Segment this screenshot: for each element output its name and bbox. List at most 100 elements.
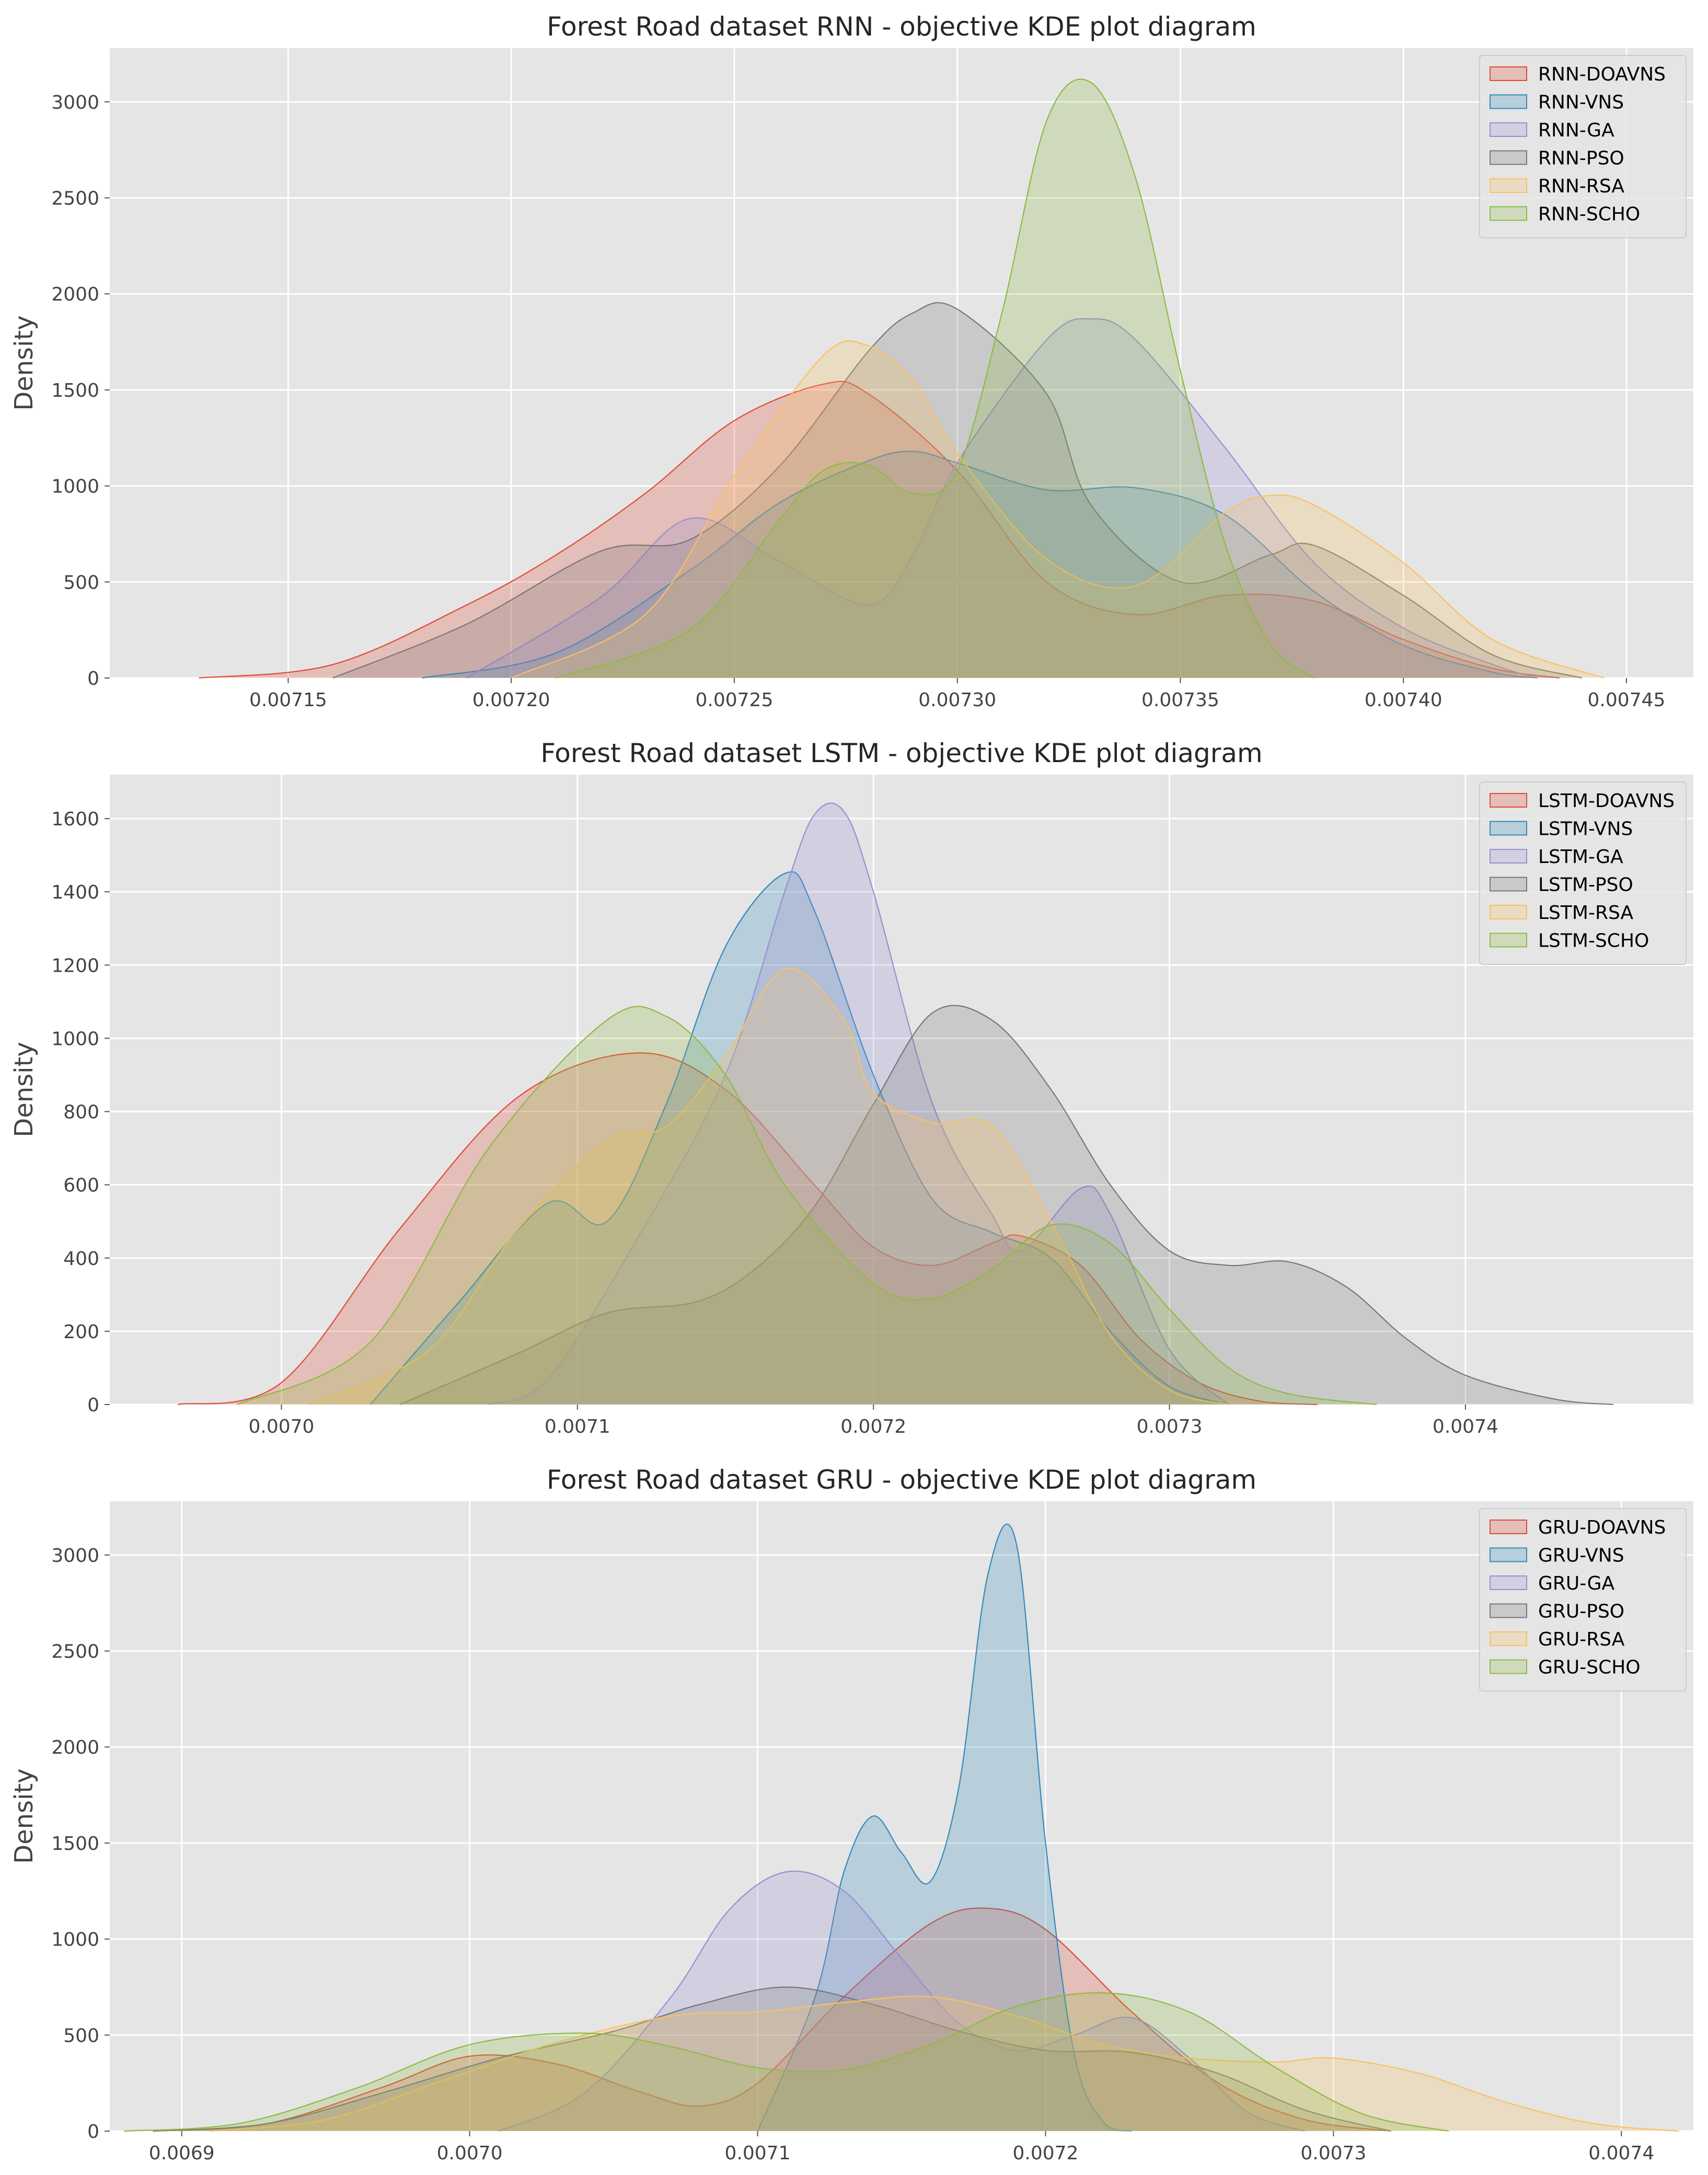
rnn-y-tick-label: 3000 [51, 92, 99, 113]
gru-rsa-legend-swatch [1490, 1631, 1527, 1646]
gru-y-tick-label: 2000 [51, 1737, 99, 1758]
lstm-y-tick-label: 0 [87, 1395, 99, 1416]
lstm-grid [110, 775, 1693, 1406]
gru-ga-kde-area [498, 1871, 1305, 2131]
lstm-vns-kde-area [370, 871, 1229, 1405]
gru-y-tick-label: 3000 [51, 1545, 99, 1567]
lstm-scho-kde-line [237, 1006, 1377, 1406]
rnn-y-tick-label: 1000 [51, 476, 99, 498]
gru-scho-legend-label: GRU-SCHO [1538, 1657, 1641, 1678]
rnn-x-tick-label: 0.00725 [695, 689, 773, 711]
gru-vns-legend-swatch [1490, 1547, 1527, 1562]
gru-doavns-legend-swatch [1490, 1520, 1527, 1534]
lstm-pso-kde-line [399, 1005, 1614, 1406]
rnn-y-tick-label: 1500 [51, 380, 99, 401]
rnn-kde-panel: 0.00715 0.00720 0.00725 0.00730 0.00735 0.007… [9, 11, 1693, 711]
lstm-legend-box [1479, 781, 1687, 965]
lstm-x-tick-label: 0.0072 [840, 1416, 906, 1437]
lstm-y-tick-label: 1000 [51, 1028, 99, 1050]
lstm-vns-legend-swatch [1490, 821, 1527, 836]
gru-x-tick-label: 0.0069 [149, 2143, 215, 2164]
lstm-x-tick-label: 0.0074 [1433, 1416, 1498, 1437]
gru-pso-kde-area [153, 1987, 1391, 2131]
rnn-rsa-kde-area [511, 341, 1605, 678]
rnn-scho-legend-label: RNN-SCHO [1538, 204, 1640, 225]
lstm-doavns-legend-label: LSTM-DOAVNS [1538, 790, 1675, 812]
rnn-scho-kde-line [556, 78, 1315, 679]
gru-vns-kde-line [757, 1523, 1133, 2132]
lstm-vns-kde-line [370, 871, 1229, 1406]
lstm-doavns-kde-line [178, 1052, 1318, 1406]
lstm-vns-legend-label: LSTM-VNS [1538, 819, 1633, 840]
rnn-y-tick-label: 2000 [51, 284, 99, 305]
lstm-doavns-legend-swatch [1490, 793, 1527, 808]
lstm-doavns-kde-area [178, 1053, 1318, 1405]
rnn-y-tick-label: 500 [63, 572, 99, 593]
lstm-x-tick-label: 0.0071 [545, 1416, 610, 1437]
gru-scho-kde-line [124, 1992, 1449, 2132]
gru-ga-kde-line [498, 1870, 1305, 2132]
rnn-vns-legend-label: RNN-VNS [1538, 92, 1624, 113]
rnn-doavns-kde-area [199, 381, 1560, 678]
lstm-y-tick-label: 1200 [51, 955, 99, 976]
gru-scho-legend-swatch [1490, 1659, 1527, 1674]
rnn-doavns-kde-line [199, 381, 1560, 679]
gru-rsa-kde-area [210, 1996, 1679, 2131]
rnn-x-tick-label: 0.00720 [472, 689, 550, 711]
rnn-x-tick-label: 0.00730 [918, 689, 996, 711]
lstm-chart-title: Forest Road dataset LSTM - objective KDE… [540, 738, 1262, 768]
lstm-rsa-kde-line [310, 967, 1229, 1406]
lstm-rsa-legend-swatch [1490, 905, 1527, 919]
lstm-pso-legend-swatch [1490, 877, 1527, 892]
lstm-pso-kde-area [400, 1005, 1614, 1405]
rnn-legend: RNN-DOAVNS RNN-VNS RNN-GA RNN-PSO RNN-RSA RNN… [1479, 55, 1687, 238]
gru-grid [110, 1501, 1693, 2132]
gru-vns-legend-label: GRU-VNS [1538, 1545, 1624, 1567]
rnn-ga-kde-line [466, 318, 1538, 679]
lstm-ga-kde-line [488, 802, 1229, 1406]
lstm-y-tick-label: 1400 [51, 882, 99, 903]
lstm-x-tick-label: 0.0070 [249, 1416, 315, 1437]
gru-doavns-kde-line [153, 1907, 1391, 2132]
lstm-pso-legend-label: LSTM-PSO [1538, 874, 1633, 896]
gru-x-tick-label: 0.0072 [1012, 2143, 1078, 2164]
rnn-scho-legend-swatch [1490, 206, 1527, 221]
gru-x-tick-label: 0.0073 [1300, 2143, 1366, 2164]
rnn-pso-legend-label: RNN-PSO [1538, 148, 1624, 169]
rnn-chart-title: Forest Road dataset RNN - objective KDE … [547, 11, 1256, 42]
gru-plot-area [110, 1501, 1693, 2131]
rnn-plot-area [110, 48, 1693, 678]
lstm-scho-legend-swatch [1490, 933, 1527, 948]
gru-scho-kde-area [124, 1993, 1449, 2131]
gru-ga-legend-label: GRU-GA [1538, 1573, 1614, 1594]
lstm-legend: LSTM-DOAVNS LSTM-VNS LSTM-GA LSTM-PSO LSTM-R… [1479, 781, 1687, 965]
gru-y-tick-label: 1000 [51, 1929, 99, 1951]
lstm-y-tick-label: 400 [63, 1248, 99, 1270]
gru-y-tick-label: 500 [63, 2025, 99, 2046]
gru-legend-box [1479, 1508, 1687, 1691]
lstm-x-tick-label: 0.0073 [1137, 1416, 1203, 1437]
gru-rsa-legend-label: GRU-RSA [1538, 1629, 1625, 1650]
lstm-ga-kde-area [488, 803, 1229, 1405]
gru-x-tick-label: 0.0070 [437, 2143, 503, 2164]
lstm-ga-legend-label: LSTM-GA [1538, 846, 1623, 868]
rnn-legend-box [1479, 55, 1687, 238]
rnn-scho-kde-area [556, 79, 1314, 678]
gru-rsa-kde-line [210, 1995, 1679, 2132]
rnn-x-tick-label: 0.00715 [249, 689, 327, 711]
gru-doavns-legend-label: GRU-DOAVNS [1538, 1517, 1666, 1538]
rnn-x-tick-label: 0.00735 [1141, 689, 1219, 711]
gru-x-tick-label: 0.0074 [1588, 2143, 1654, 2164]
rnn-vns-legend-swatch [1490, 94, 1527, 109]
lstm-ga-legend-swatch [1490, 849, 1527, 864]
rnn-x-tick-label: 0.00740 [1365, 689, 1442, 711]
gru-doavns-kde-area [153, 1908, 1391, 2131]
gru-pso-legend-swatch [1490, 1603, 1527, 1618]
rnn-pso-legend-swatch [1490, 150, 1527, 165]
gru-y-tick-label: 0 [87, 2121, 99, 2143]
rnn-ga-legend-swatch [1490, 122, 1527, 137]
gru-pso-kde-line [153, 1986, 1391, 2132]
gru-y-tick-label: 1500 [51, 1833, 99, 1855]
gru-legend: GRU-DOAVNS GRU-VNS GRU-GA GRU-PSO GRU-RSA GRU… [1479, 1508, 1687, 1691]
lstm-rsa-kde-area [311, 968, 1229, 1405]
